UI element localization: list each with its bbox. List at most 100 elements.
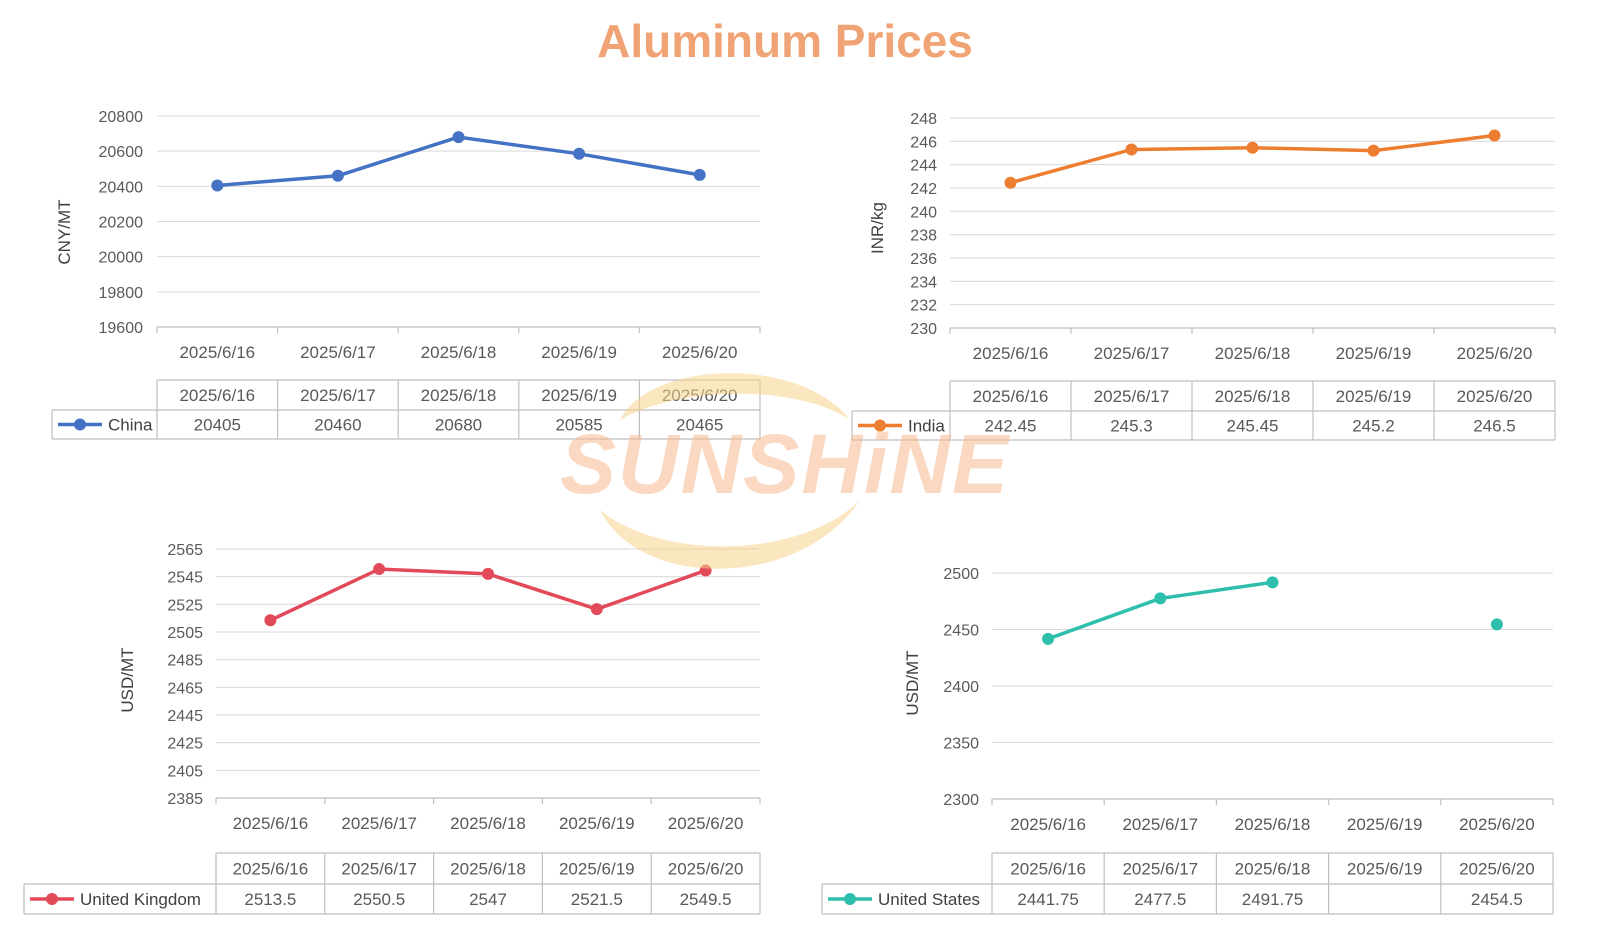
y-tick-label: 232 [910,298,937,315]
table-value-cell: 20405 [194,416,241,435]
table-header-cell: 2025/6/17 [341,860,417,879]
data-point [452,131,465,144]
data-point [1490,618,1503,631]
data-point [1125,143,1138,156]
y-tick-label: 2500 [943,566,979,583]
x-tick-label: 2025/6/19 [1347,815,1423,834]
table-header-cell: 2025/6/19 [559,860,635,879]
legend-marker [874,419,886,432]
y-tick-label: 234 [910,274,937,291]
y-axis-title: USD/MT [903,650,922,715]
series-line [217,135,701,188]
legend-label: China [108,416,153,435]
table-header-cell: 2025/6/18 [421,386,497,405]
table-value-cell: 2550.5 [353,890,405,909]
table-header-cell: 2025/6/19 [1336,387,1412,406]
table-value-cell: 20585 [555,416,602,435]
y-tick-label: 20800 [99,109,144,126]
table-value-cell: 2454.5 [1471,890,1523,909]
x-tick-label: 2025/6/16 [973,344,1049,363]
table-value-cell: 2549.5 [680,890,732,909]
y-tick-label: 246 [910,134,937,151]
data-point [264,614,277,627]
sunshine-watermark: SUNSHiNE [560,373,1009,569]
x-tick-label: 2025/6/18 [450,814,526,833]
y-tick-label: 2465 [167,680,203,697]
legend-label: United Kingdom [80,890,201,909]
series-line [1047,580,1273,641]
y-tick-label: 2300 [943,792,979,809]
page-title: Aluminum Prices [597,15,973,67]
x-tick-label: 2025/6/20 [668,814,744,833]
x-tick-label: 2025/6/17 [341,814,417,833]
x-tick-label: 2025/6/19 [559,814,635,833]
y-tick-label: 2545 [167,570,203,587]
data-point [1367,144,1380,157]
x-tick-label: 2025/6/18 [421,343,497,362]
y-tick-label: 19600 [99,320,144,337]
y-axis-title: CNY/MT [55,199,74,264]
legend-label: India [908,417,945,436]
legend-marker [74,418,86,431]
y-tick-label: 20200 [99,215,144,232]
data-table: 2025/6/16 2025/6/17 2025/6/18 2025/6/19 2025… [851,380,1556,441]
y-tick-label: 2385 [167,791,203,808]
table-value-cell: 2441.75 [1017,890,1078,909]
table-header-cell: 2025/6/16 [973,387,1049,406]
table-value-cell: 245.3 [1110,417,1153,436]
table-value-cell: 242.45 [985,417,1037,436]
legend-marker [46,893,58,905]
table-value-cell: 20460 [314,416,361,435]
x-tick-label: 2025/6/18 [1215,344,1291,363]
y-axis-title: USD/MT [118,647,137,712]
x-tick-label: 2025/6/20 [1459,815,1535,834]
x-tick-label: 2025/6/17 [300,343,376,362]
table-value-cell: 20465 [676,416,723,435]
x-tick-label: 2025/6/20 [662,343,738,362]
table-header-cell: 2025/6/19 [541,386,617,405]
y-tick-label: 236 [910,251,937,268]
table-header-cell: 2025/6/16 [233,860,309,879]
table-value-cell: 245.2 [1352,417,1395,436]
data-point [482,567,494,580]
table-value-cell: 246.5 [1473,417,1516,436]
y-tick-label: 2350 [943,736,979,753]
table-header-cell: 2025/6/19 [1347,860,1423,879]
y-tick-label: 20600 [99,144,144,161]
y-tick-label: 2425 [167,736,203,753]
table-header-cell: 2025/6/17 [1122,860,1198,879]
y-tick-label: 240 [910,204,937,221]
data-point [211,179,224,192]
y-tick-label: 2525 [167,597,203,614]
table-value-cell: 2491.75 [1242,890,1303,909]
data-table: 2025/6/16 2025/6/17 2025/6/18 2025/6/19 2025… [23,852,761,915]
y-axis-title: INR/kg [868,202,887,254]
watermark-swoosh-bottom [600,500,860,569]
data-point [699,564,712,577]
y-tick-label: 2505 [167,625,203,642]
y-tick-label: 238 [910,228,937,245]
data-point [1154,592,1167,605]
x-tick-label: 2025/6/16 [233,814,309,833]
table-header-cell: 2025/6/20 [1459,860,1535,879]
x-tick-label: 2025/6/19 [1336,344,1412,363]
data-point [1042,632,1055,645]
y-tick-label: 244 [910,158,937,175]
data-point [1246,141,1259,154]
x-tick-label: 2025/6/20 [1457,344,1533,363]
y-tick-label: 2400 [943,679,979,696]
table-header-cell: 2025/6/18 [1235,860,1311,879]
table-header-cell: 2025/6/18 [1215,387,1291,406]
legend-label: United States [878,890,980,909]
data-point [590,603,603,616]
table-value-cell: 20680 [435,416,482,435]
y-tick-label: 20400 [99,179,144,196]
data-point [1004,176,1017,189]
x-tick-label: 2025/6/19 [541,343,617,362]
x-tick-label: 2025/6/17 [1094,344,1170,363]
chart-1: 19600 19800 20000 20200 20400 20600 20800 2025/… [51,109,761,440]
data-table: 2025/6/16 2025/6/17 2025/6/18 2025/6/19 2025… [51,379,761,440]
